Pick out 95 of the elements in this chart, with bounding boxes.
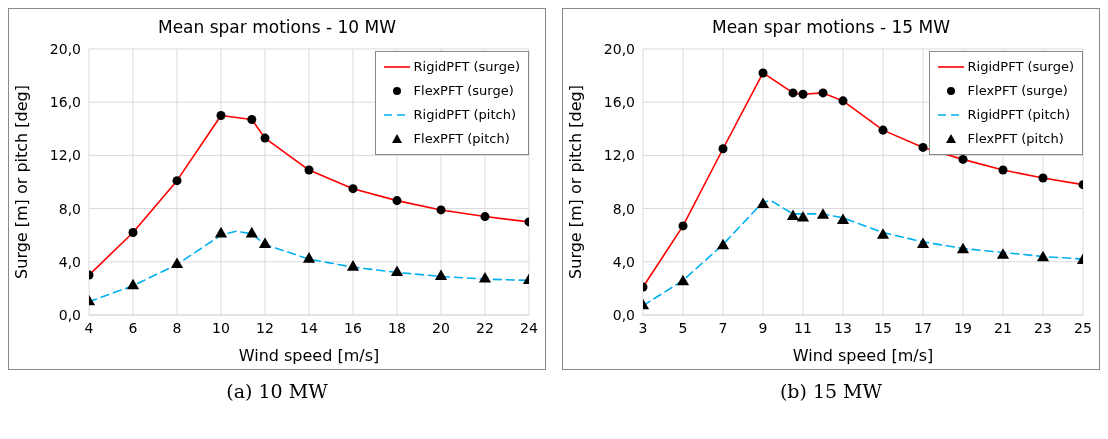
y-tick-label: 12,0: [49, 147, 81, 164]
point: [247, 114, 257, 124]
y-tick-label: 0,0: [612, 306, 635, 323]
point: [918, 142, 928, 152]
x-tick-label: 8: [172, 319, 182, 336]
legend-label: FlexPFT (pitch): [967, 130, 1064, 148]
x-tick-label: 16: [344, 319, 362, 336]
x-axis-title: Wind speed [m/s]: [238, 346, 380, 365]
point: [128, 228, 138, 238]
legend-label: FlexPFT (surge): [413, 82, 514, 100]
legend-label: RigidPFT (pitch): [413, 106, 516, 124]
point: [434, 269, 448, 280]
point: [956, 242, 970, 254]
x-tick-label: 3: [638, 319, 648, 336]
point: [126, 278, 140, 290]
x-tick-label: 20: [432, 319, 450, 336]
legend-label: FlexPFT (pitch): [413, 130, 510, 148]
point: [676, 274, 690, 286]
y-tick-label: 20,0: [49, 40, 81, 57]
point: [1036, 250, 1050, 262]
legend-label: RigidPFT (surge): [967, 58, 1074, 76]
point: [716, 238, 730, 250]
x-tick-label: 25: [1074, 319, 1092, 336]
y-axis-title: Surge [m] or pitch [deg]: [565, 85, 585, 279]
point: [478, 272, 492, 283]
point: [346, 260, 360, 271]
point: [836, 213, 850, 225]
point: [392, 196, 402, 206]
point: [258, 237, 272, 249]
point: [214, 226, 228, 238]
y-tick-label: 4,0: [612, 253, 635, 270]
point: [216, 110, 226, 121]
point: [170, 257, 184, 268]
point: [998, 165, 1008, 175]
x-tick-label: 17: [914, 319, 932, 336]
point: [818, 88, 828, 98]
point: [436, 205, 446, 215]
y-tick-label: 8,0: [58, 200, 81, 217]
point: [260, 133, 270, 143]
point: [302, 252, 316, 263]
x-tick-label: 6: [128, 319, 138, 336]
x-tick-label: 21: [994, 319, 1012, 336]
x-tick-label: 22: [476, 319, 494, 336]
x-tick-label: 19: [954, 319, 972, 336]
point: [172, 176, 182, 186]
x-tick-label: 15: [874, 319, 892, 336]
y-tick-label: 20,0: [603, 40, 635, 57]
point: [1038, 173, 1048, 183]
x-tick-label: 14: [300, 319, 318, 336]
point: [348, 184, 358, 194]
point: [390, 265, 404, 276]
text: (b) 15 MW: [778, 380, 884, 402]
point: [958, 154, 968, 164]
legend-label: RigidPFT (pitch): [967, 106, 1070, 124]
x-tick-label: 11: [794, 319, 812, 336]
y-tick-label: 16,0: [603, 94, 635, 111]
point: [816, 208, 830, 219]
point: [996, 248, 1010, 259]
chart-title: Mean spar motions - 10 MW: [157, 17, 397, 39]
x-tick-label: 7: [718, 319, 728, 336]
point: [480, 212, 490, 222]
x-tick-label: 18: [388, 319, 406, 336]
x-tick-label: 23: [1034, 319, 1052, 336]
point: [796, 210, 810, 222]
legend-label: RigidPFT (surge): [413, 58, 520, 76]
x-tick-label: 12: [256, 319, 274, 336]
chart-title: Mean spar motions - 15 MW: [711, 17, 951, 39]
point: [245, 226, 258, 238]
point: [798, 89, 808, 99]
point: [788, 88, 798, 98]
point: [758, 68, 768, 78]
x-tick-label: 4: [84, 319, 94, 336]
y-tick-label: 16,0: [49, 94, 81, 111]
point: [756, 197, 770, 209]
x-tick-label: 24: [520, 319, 538, 336]
x-tick-label: 13: [834, 319, 852, 336]
point: [718, 144, 728, 154]
x-tick-label: 10: [212, 319, 230, 336]
x-tick-label: 5: [678, 319, 688, 336]
point: [786, 209, 800, 221]
text: (a) 10 MW: [225, 380, 329, 402]
point: [876, 228, 890, 239]
y-tick-label: 8,0: [612, 200, 635, 217]
y-tick-label: 0,0: [58, 306, 81, 323]
x-tick-label: 9: [758, 319, 768, 336]
point: [304, 165, 314, 175]
y-tick-label: 12,0: [603, 147, 635, 164]
legend-label: FlexPFT (surge): [967, 82, 1068, 100]
y-tick-label: 4,0: [58, 253, 81, 270]
point: [838, 96, 848, 106]
point: [678, 221, 688, 231]
x-axis-title: Wind speed [m/s]: [792, 346, 934, 365]
y-axis-title: Surge [m] or pitch [deg]: [11, 85, 31, 279]
point: [916, 237, 930, 249]
point: [878, 125, 888, 135]
